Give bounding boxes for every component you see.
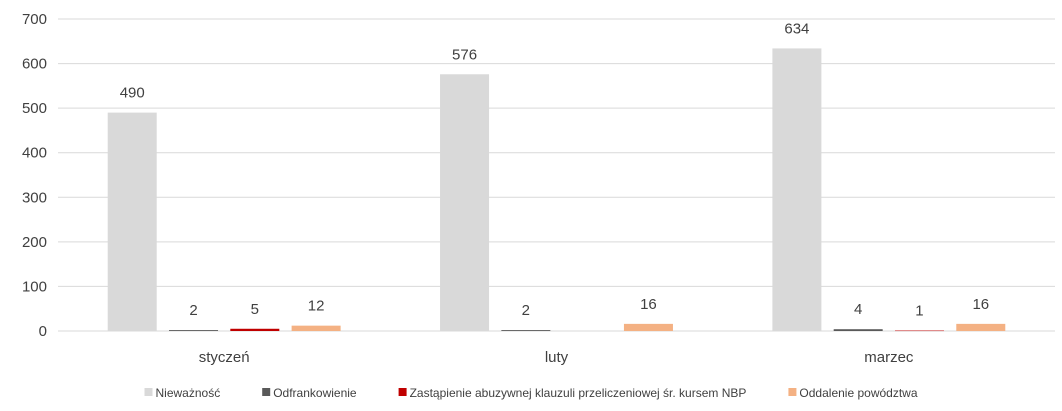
bars: [107, 48, 1006, 332]
legend-label: Nieważność: [156, 386, 221, 400]
bar: [772, 48, 822, 331]
y-tick-label: 500: [22, 100, 47, 117]
bar: [501, 330, 551, 331]
bar: [440, 74, 490, 332]
legend-label: Zastąpienie abuzywnej klauzuli przelicze…: [410, 386, 747, 400]
bar: [230, 328, 280, 331]
y-tick-label: 600: [22, 56, 47, 73]
data-label: 576: [452, 46, 477, 63]
data-label: 16: [640, 296, 657, 313]
y-tick-label: 0: [39, 323, 47, 340]
bar: [833, 329, 883, 331]
bar: [169, 330, 219, 331]
y-tick-label: 200: [22, 234, 47, 251]
data-label: 1: [915, 303, 923, 320]
data-label: 12: [308, 298, 325, 315]
x-category-label: marzec: [864, 349, 914, 366]
data-labels: 490 2 5 12 576 2 16 634 4 1 16: [120, 20, 989, 319]
x-category-label: styczeń: [199, 349, 250, 366]
legend-swatch: [788, 388, 797, 396]
legend-item: Zastąpienie abuzywnej klauzuli przelicze…: [398, 386, 747, 400]
data-label: 4: [854, 301, 862, 318]
bar: [623, 323, 673, 331]
gridlines: [58, 18, 1055, 332]
legend-swatch: [262, 388, 271, 396]
y-tick-label: 300: [22, 189, 47, 206]
x-category-label: luty: [545, 349, 569, 366]
legend-item: Odfrankowienie: [262, 386, 357, 400]
legend: Nieważność Odfrankowienie Zastąpienie abuz…: [144, 386, 918, 400]
y-tick-label: 400: [22, 145, 47, 162]
data-label: 2: [189, 302, 197, 319]
data-label: 5: [251, 301, 259, 318]
x-axis-category-labels: styczeń luty marzec: [199, 349, 914, 366]
bar: [291, 325, 341, 331]
y-axis-tick-labels: 0 100 200 300 400 500 600 700: [22, 11, 47, 340]
legend-swatch: [144, 388, 153, 396]
y-tick-label: 100: [22, 278, 47, 295]
data-label: 2: [522, 302, 530, 319]
data-label: 490: [120, 85, 145, 102]
bar: [894, 330, 944, 332]
data-label: 16: [972, 296, 989, 313]
legend-item: Oddalenie powództwa: [788, 386, 918, 400]
bar: [956, 323, 1006, 331]
bar: [107, 112, 157, 331]
y-tick-label: 700: [22, 11, 47, 28]
legend-label: Odfrankowienie: [273, 386, 357, 400]
data-label: 634: [784, 20, 809, 37]
legend-swatch: [398, 388, 407, 396]
legend-label: Oddalenie powództwa: [799, 386, 917, 400]
legend-item: Nieważność: [144, 386, 221, 400]
